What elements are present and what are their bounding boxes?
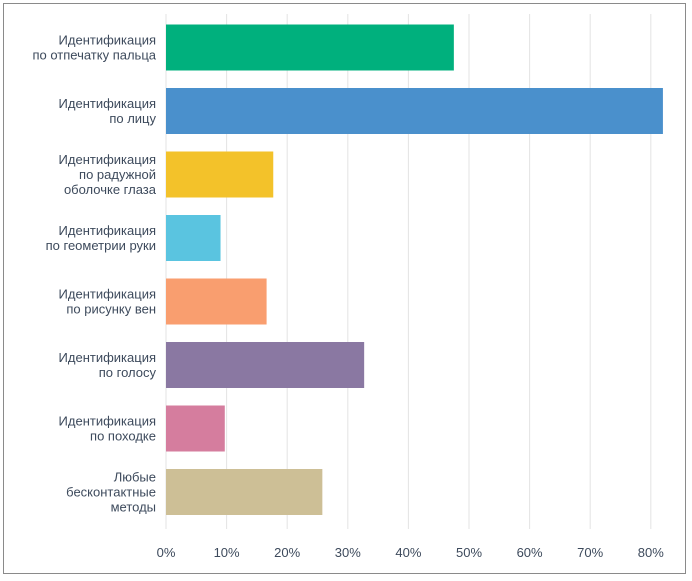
category-label-line: Идентификация bbox=[59, 414, 156, 429]
category-label-line: по радужной bbox=[79, 167, 156, 182]
category-label-line: по походке bbox=[90, 429, 156, 444]
category-label-line: Идентификация bbox=[59, 287, 156, 302]
x-tick-label: 0% bbox=[157, 545, 176, 560]
category-label-line: Идентификация bbox=[59, 223, 156, 238]
category-label-line: бесконтактные bbox=[66, 485, 156, 500]
bar bbox=[166, 151, 274, 198]
category-label-line: Идентификация bbox=[59, 33, 156, 48]
category-label-line: Идентификация bbox=[59, 152, 156, 167]
category-label-line: методы bbox=[111, 500, 156, 515]
bar bbox=[166, 24, 454, 71]
x-tick-label: 40% bbox=[395, 545, 421, 560]
category-label: Идентификация по отпечатку пальца bbox=[32, 33, 156, 63]
category-label: Идентификация по рисунку вен bbox=[59, 287, 156, 317]
category-label: Идентификация по голосу bbox=[59, 350, 157, 380]
bars bbox=[166, 24, 663, 515]
category-label-line: Любые bbox=[114, 470, 156, 485]
x-axis-ticks: 0% 10% 20% 30% 40% 50% 60% 70% 80% bbox=[157, 545, 665, 560]
x-tick-label: 60% bbox=[517, 545, 543, 560]
bar bbox=[166, 88, 663, 134]
x-tick-label: 10% bbox=[214, 545, 240, 560]
bar bbox=[166, 278, 267, 325]
category-label-line: Идентификация bbox=[59, 96, 156, 111]
x-tick-label: 80% bbox=[638, 545, 664, 560]
category-label-line: по геометрии руки bbox=[46, 238, 156, 253]
category-label-line: по лицу bbox=[109, 111, 156, 126]
bar bbox=[166, 342, 365, 388]
x-tick-label: 70% bbox=[577, 545, 603, 560]
category-label: Идентификация по лицу bbox=[59, 96, 157, 126]
category-label: Любые бесконтактные методы bbox=[66, 470, 156, 515]
bar bbox=[166, 469, 323, 515]
category-label: Идентификация по походке bbox=[59, 414, 156, 444]
category-label: Идентификация по геометрии руки bbox=[46, 223, 156, 253]
category-label-line: оболочке глаза bbox=[64, 182, 157, 197]
bar bbox=[166, 405, 225, 452]
category-label-line: по рисунку вен bbox=[66, 302, 156, 317]
category-label: Идентификация по радужной оболочке глаза bbox=[59, 152, 157, 197]
x-tick-label: 50% bbox=[456, 545, 482, 560]
category-labels: Идентификация по отпечатку пальцаИдентифи… bbox=[32, 33, 156, 515]
category-label-line: Идентификация bbox=[59, 350, 156, 365]
x-tick-label: 20% bbox=[274, 545, 300, 560]
bar bbox=[166, 215, 221, 261]
category-label-line: по голосу bbox=[99, 365, 157, 380]
category-label-line: по отпечатку пальца bbox=[32, 48, 156, 63]
chart-frame: Идентификация по отпечатку пальца Идентифи… bbox=[3, 3, 686, 574]
x-tick-label: 30% bbox=[335, 545, 361, 560]
bar-chart: Идентификация по отпечатку пальцаИдентифи… bbox=[32, 14, 665, 560]
